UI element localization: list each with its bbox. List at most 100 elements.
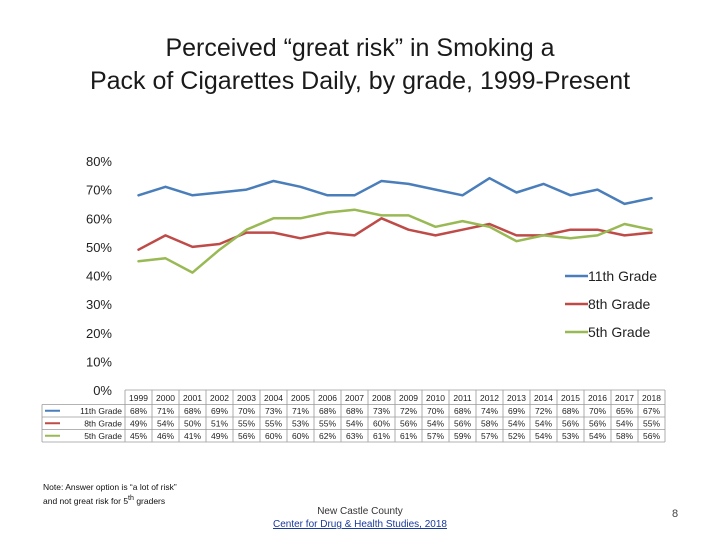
chart-title: Perceived “great risk” in Smoking a Pack… (40, 32, 680, 98)
data-label: 56% (562, 418, 579, 428)
data-label: 49% (211, 431, 228, 441)
data-label: 58% (481, 418, 498, 428)
y-tick-label: 60% (86, 211, 112, 226)
x-tick-label: 2011 (453, 393, 472, 403)
x-tick-label: 2017 (615, 393, 634, 403)
footnote-text: and not great risk for 5 (43, 495, 129, 506)
source-county: New Castle County (317, 506, 403, 517)
data-label: 67% (643, 406, 660, 416)
x-tick-label: 2008 (372, 393, 391, 403)
y-tick-label: 40% (86, 269, 112, 284)
data-label: 55% (643, 418, 660, 428)
data-label: 72% (535, 406, 552, 416)
x-tick-label: 1999 (129, 393, 148, 403)
data-label: 69% (211, 406, 228, 416)
source-link[interactable]: Center for Drug & Health Studies, 2018 (273, 519, 447, 530)
footnote-line-2: and not great risk for 5th graders (43, 493, 243, 507)
series-line-3 (137, 208, 653, 274)
data-label: 56% (400, 418, 417, 428)
data-label: 54% (427, 418, 444, 428)
y-tick-label: 0% (93, 383, 112, 398)
data-label: 70% (589, 406, 606, 416)
x-tick-label: 2014 (534, 393, 553, 403)
data-label: 51% (211, 418, 228, 428)
data-label: 54% (535, 418, 552, 428)
data-label: 55% (265, 418, 282, 428)
data-label: 54% (157, 418, 174, 428)
data-label: 70% (427, 406, 444, 416)
data-label: 50% (184, 418, 201, 428)
legend-label: 8th Grade (588, 296, 650, 312)
x-tick-label: 2013 (507, 393, 526, 403)
footnote-line-1: Note: Answer option is “a lot of risk” (43, 482, 177, 492)
x-tick-label: 2002 (210, 393, 229, 403)
y-tick-label: 70% (86, 183, 112, 198)
data-label: 65% (616, 406, 633, 416)
x-tick-label: 2000 (156, 393, 175, 403)
chart-title-line-2: Pack of Cigarettes Daily, by grade, 1999… (89, 67, 631, 95)
data-label: 63% (346, 431, 363, 441)
data-label: 68% (184, 406, 201, 416)
data-label: 54% (589, 431, 606, 441)
x-tick-label: 2009 (399, 393, 418, 403)
data-label: 54% (346, 418, 363, 428)
data-label: 54% (508, 418, 525, 428)
data-label: 71% (157, 406, 174, 416)
source-footer: New Castle County Center for Drug & Heal… (240, 505, 480, 531)
x-tick-label: 2016 (588, 393, 607, 403)
series-line-2 (137, 217, 653, 251)
legend-label: 5th Grade (588, 324, 650, 340)
data-label: 56% (643, 431, 660, 441)
y-tick-label: 20% (86, 326, 112, 341)
data-label: 54% (616, 418, 633, 428)
data-label: 58% (616, 431, 633, 441)
x-tick-label: 2005 (291, 393, 310, 403)
data-label: 60% (292, 431, 309, 441)
data-label: 53% (562, 431, 579, 441)
data-label: 71% (292, 406, 309, 416)
data-label: 68% (346, 406, 363, 416)
y-tick-label: 80% (86, 154, 112, 169)
chart-title-line-1: Perceived “great risk” in Smoking a (165, 34, 555, 62)
x-tick-label: 2015 (561, 393, 580, 403)
y-tick-label: 30% (86, 297, 112, 312)
data-label: 61% (373, 431, 390, 441)
data-label: 74% (481, 406, 498, 416)
data-label: 68% (562, 406, 579, 416)
data-label: 56% (454, 418, 471, 428)
footnote-superscript: th (128, 494, 134, 502)
data-label: 69% (508, 406, 525, 416)
x-tick-label: 2007 (345, 393, 364, 403)
data-label: 41% (184, 431, 201, 441)
data-label: 62% (319, 431, 336, 441)
data-label: 45% (130, 431, 147, 441)
data-label: 73% (265, 406, 282, 416)
data-label: 46% (157, 431, 174, 441)
x-tick-label: 2004 (264, 393, 283, 403)
data-label: 53% (292, 418, 309, 428)
x-tick-label: 2012 (480, 393, 499, 403)
data-label: 61% (400, 431, 417, 441)
table-row-label: 11th Grade (80, 406, 122, 416)
data-label: 60% (265, 431, 282, 441)
data-label: 72% (400, 406, 417, 416)
data-label: 68% (454, 406, 471, 416)
x-tick-label: 2018 (642, 393, 661, 403)
data-label: 52% (508, 431, 525, 441)
data-label: 54% (535, 431, 552, 441)
y-tick-label: 10% (86, 354, 112, 369)
series-line-1 (137, 176, 653, 206)
data-label: 73% (373, 406, 390, 416)
x-tick-label: 2001 (183, 393, 202, 403)
data-label: 57% (481, 431, 498, 441)
legend-label: 11th Grade (588, 268, 657, 284)
data-label: 70% (238, 406, 255, 416)
data-label: 55% (238, 418, 255, 428)
data-label: 68% (319, 406, 336, 416)
footnote: Note: Answer option is “a lot of risk” a… (43, 482, 243, 507)
data-label: 60% (373, 418, 390, 428)
x-tick-label: 2010 (426, 393, 445, 403)
footnote-text-end: graders (133, 495, 166, 506)
y-tick-label: 50% (86, 240, 112, 255)
